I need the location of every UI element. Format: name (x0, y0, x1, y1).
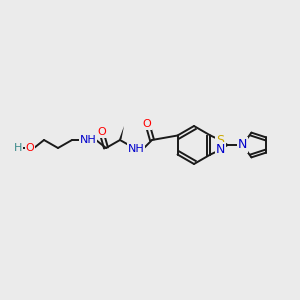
Text: O: O (98, 127, 106, 137)
Text: H: H (14, 143, 22, 153)
Text: O: O (142, 119, 152, 129)
Text: NH: NH (128, 144, 144, 154)
Text: NH: NH (80, 135, 96, 145)
Text: N: N (216, 143, 225, 156)
Polygon shape (118, 126, 124, 141)
Text: N: N (238, 139, 247, 152)
Text: S: S (217, 134, 224, 147)
Text: O: O (26, 143, 34, 153)
